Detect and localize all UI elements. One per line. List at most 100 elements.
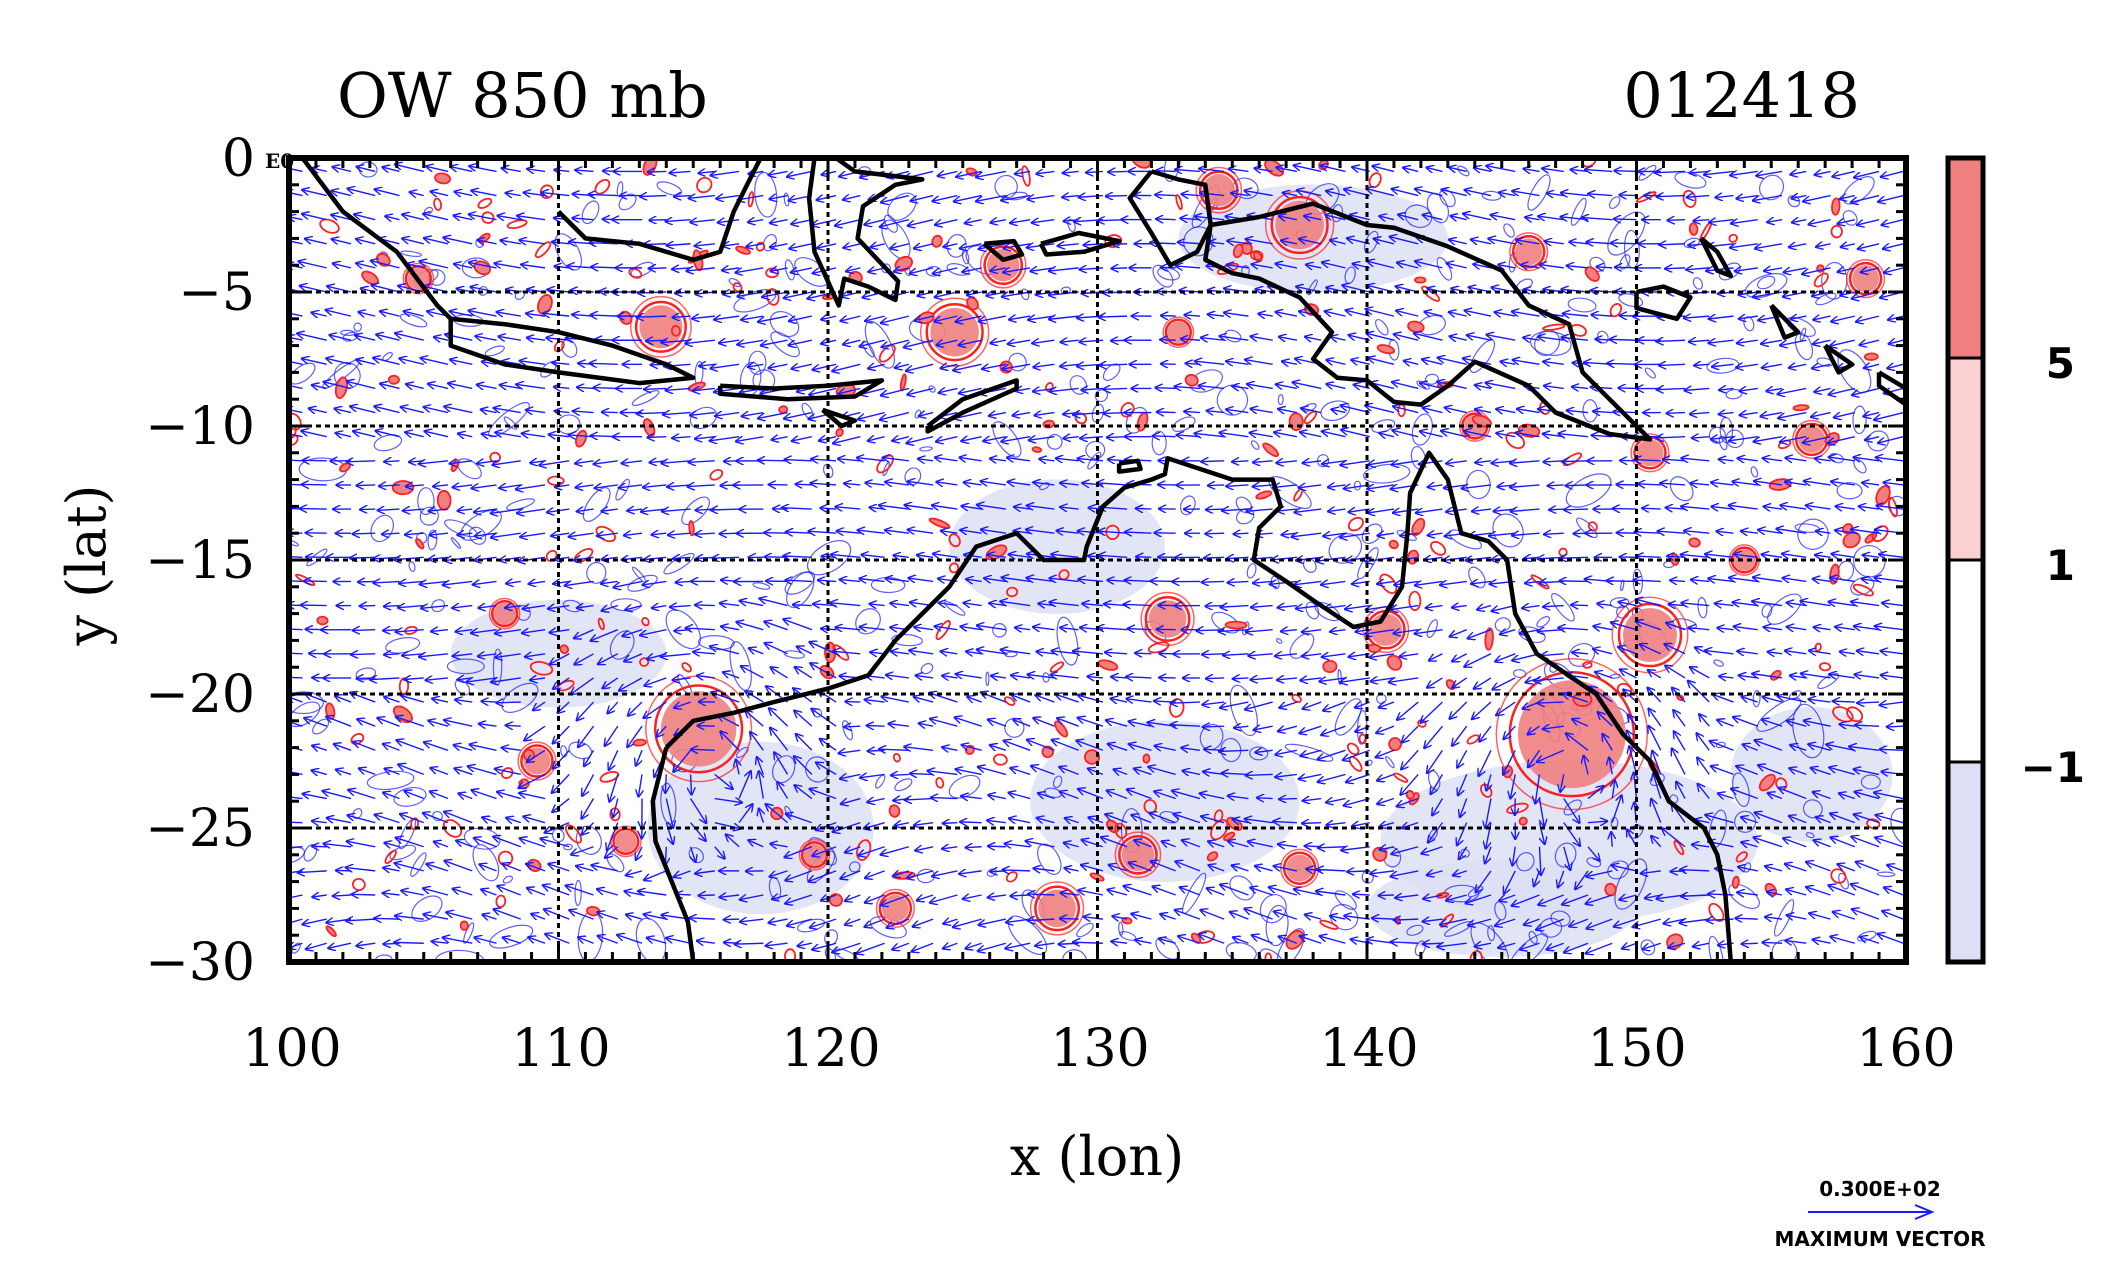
wind-vector xyxy=(282,460,303,461)
wind-vector xyxy=(1550,509,1564,510)
plot-area xyxy=(274,147,1925,977)
wind-vector xyxy=(1197,630,1224,631)
wind-vector xyxy=(1302,823,1321,824)
positive-ow-speck xyxy=(393,481,414,495)
wind-vector xyxy=(347,461,375,462)
wind-vector xyxy=(497,702,521,703)
wind-vector xyxy=(1643,508,1661,509)
colorbar-label: −1 xyxy=(2021,743,2085,792)
wind-vector xyxy=(1234,533,1248,534)
wind-vector xyxy=(1208,485,1224,486)
wind-vector xyxy=(1613,509,1636,510)
wind-vector xyxy=(1202,461,1225,462)
wind-vector xyxy=(1206,533,1225,534)
wind-vector xyxy=(695,605,714,606)
wind-vector xyxy=(649,268,666,269)
wind-vector xyxy=(1232,461,1248,462)
positive-ow-core xyxy=(494,603,516,625)
wind-vector xyxy=(1736,918,1758,919)
wind-vector xyxy=(846,702,861,703)
wind-vector xyxy=(1137,557,1152,558)
wind-vector xyxy=(1887,726,1903,727)
wind-vector xyxy=(1566,485,1588,486)
wind-vector xyxy=(1202,654,1224,655)
wind-vector xyxy=(1028,894,1054,895)
wind-vector xyxy=(1100,364,1127,365)
wind-vector xyxy=(1206,509,1224,510)
positive-ow-core xyxy=(661,691,736,766)
wind-vector xyxy=(358,581,375,582)
wind-vector xyxy=(648,437,667,438)
x-tick-label: 160 xyxy=(1856,1019,1955,1079)
positive-ow-speck xyxy=(437,491,450,510)
wind-vector xyxy=(1855,725,1879,726)
colorbar-label: 5 xyxy=(2046,339,2075,388)
y-axis-label: y (lat) xyxy=(55,485,118,647)
negative-ow-region xyxy=(1030,720,1300,882)
wind-vector xyxy=(868,750,885,751)
positive-ow-speck xyxy=(1143,754,1150,763)
wind-vector xyxy=(1667,413,1685,414)
wind-vector xyxy=(1611,243,1636,244)
positive-ow-speck xyxy=(1865,353,1878,360)
x-tick-label: 100 xyxy=(242,1019,341,1079)
wind-vector xyxy=(1619,388,1637,389)
wind-vector xyxy=(943,823,957,824)
positive-ow-core xyxy=(615,831,637,853)
positive-ow-speck xyxy=(1389,737,1402,750)
positive-ow-core xyxy=(987,249,1019,281)
wind-vector xyxy=(353,533,375,534)
wind-vector xyxy=(375,918,400,919)
wind-vector xyxy=(1103,292,1127,293)
wind-vector xyxy=(1668,220,1685,221)
wind-vector xyxy=(591,267,617,268)
y-tick-label: −10 xyxy=(145,397,255,457)
wind-vector xyxy=(1157,171,1176,172)
wind-vector xyxy=(793,605,812,606)
wind-vector xyxy=(1104,388,1127,389)
wind-vector xyxy=(910,774,933,775)
wind-vector xyxy=(1880,749,1903,750)
wind-vector xyxy=(644,388,666,389)
positive-ow-speck xyxy=(1732,876,1739,888)
wind-vector xyxy=(648,171,666,172)
wind-vector xyxy=(691,749,714,750)
colorbar: 5 1 −1 xyxy=(1948,158,2085,962)
wind-vector xyxy=(1157,219,1176,220)
x-axis-label: x (lon) xyxy=(1010,1125,1184,1188)
wind-vector xyxy=(1562,461,1588,462)
positive-ow-speck xyxy=(1689,538,1701,548)
x-tick-label: 150 xyxy=(1587,1019,1686,1079)
positive-ow-core xyxy=(930,308,979,357)
wind-vector xyxy=(665,774,666,792)
wind-vector xyxy=(1572,605,1588,606)
wind-vector xyxy=(646,340,666,341)
positive-ow-speck xyxy=(389,376,399,384)
wind-vector xyxy=(1538,702,1564,703)
wind-vector xyxy=(1106,196,1127,197)
wind-vector xyxy=(867,726,885,727)
wind-vector xyxy=(650,220,667,221)
wind-vector xyxy=(720,533,739,534)
wind-vector xyxy=(1564,509,1587,510)
wind-vector xyxy=(353,630,375,631)
wind-vector xyxy=(1157,412,1176,413)
wind-vector xyxy=(384,943,400,944)
wind-vector xyxy=(1257,798,1272,799)
wind-vector xyxy=(1107,437,1127,438)
colorbar-segment-low xyxy=(1948,762,1983,962)
wind-vector xyxy=(1104,413,1127,414)
wind-vector xyxy=(1011,895,1030,896)
y-tick-label: 0 xyxy=(222,129,255,189)
wind-vector xyxy=(1279,799,1296,800)
colorbar-label: 1 xyxy=(2046,541,2075,590)
wind-vector xyxy=(1423,943,1442,944)
y-tick-label: −15 xyxy=(145,531,255,591)
wind-vector xyxy=(1156,195,1176,196)
x-tick-label: 110 xyxy=(511,1019,610,1079)
wind-vector xyxy=(1614,219,1636,220)
wind-vector xyxy=(1060,918,1078,919)
positive-ow-speck xyxy=(1793,405,1808,411)
wind-vector xyxy=(640,196,666,197)
y-tick-label: −5 xyxy=(178,263,255,323)
